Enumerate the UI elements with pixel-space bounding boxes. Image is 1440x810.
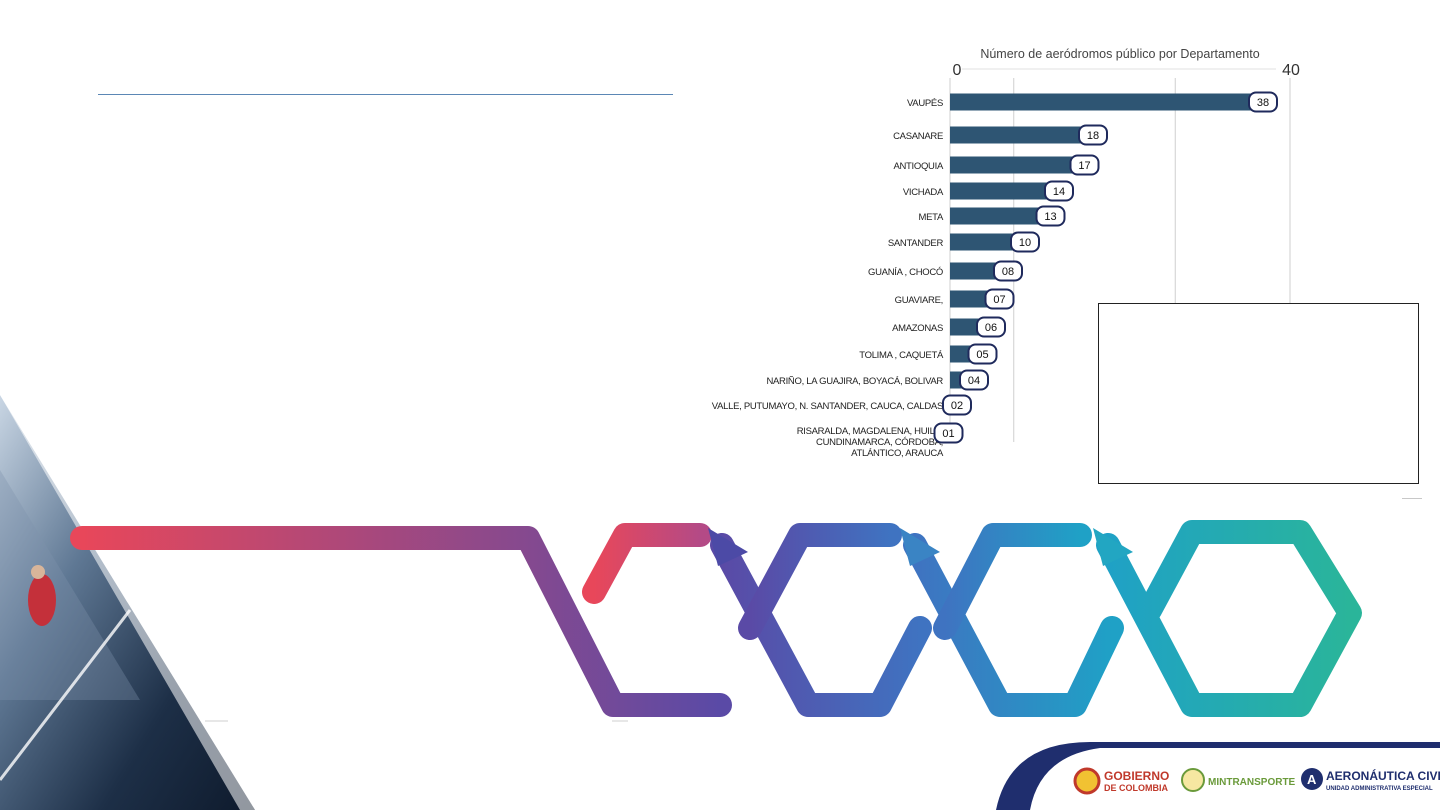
footer-white-panel (1030, 748, 1440, 810)
arrow-head-2 (900, 528, 940, 566)
colombia-shield-icon (1073, 767, 1101, 795)
data-label-box (976, 316, 1006, 338)
data-label: 02 (951, 400, 963, 412)
bar (950, 156, 1095, 174)
category-label: VICHADA (903, 187, 944, 198)
aeronautica-line2: UNIDAD ADMINISTRATIVA ESPECIAL (1326, 786, 1433, 792)
data-label: 04 (968, 375, 980, 387)
bar (950, 207, 1061, 225)
category-label: GUAVIARE, (895, 295, 943, 306)
gobierno-logo: GOBIERNO DE COLOMBIA (1073, 767, 1169, 795)
data-label-box (1035, 205, 1066, 227)
data-label: 14 (1053, 186, 1065, 198)
aeronautica-a-glyph: A (1307, 772, 1317, 787)
data-label: 13 (1044, 211, 1056, 223)
category-label: META (919, 212, 944, 223)
data-label-box (967, 343, 998, 365)
data-label-box (1010, 231, 1040, 253)
category-label: NARIÑO, LA GUAJIRA, BOYACÁ, BOLIVAR (766, 376, 943, 387)
data-label-box (1248, 91, 1278, 113)
data-label-box (959, 369, 989, 391)
data-label-box (984, 288, 1015, 310)
data-label: 38 (1257, 97, 1269, 109)
chart-title: Número de aeródromos público por Departa… (980, 47, 1259, 61)
bar (950, 93, 1273, 111)
category-label: ATLÁNTICO, ARAUCA (851, 448, 944, 459)
data-label: 17 (1078, 160, 1090, 172)
data-label-box (993, 260, 1023, 282)
data-label: 06 (985, 322, 997, 334)
category-label: VALLE, PUTUMAYO, N. SANTANDER, CAUCA, CA… (712, 401, 943, 412)
data-label-box (933, 422, 964, 444)
aeronautica-line1: AERONÁUTICA CIVIL (1326, 768, 1440, 783)
x-tick-label: 40 (1282, 62, 1300, 79)
category-label: TOLIMA , CAQUETÁ (859, 350, 944, 361)
data-label-box (942, 394, 972, 416)
data-label: 05 (976, 349, 988, 361)
small-divider (1402, 498, 1422, 499)
data-label: 07 (993, 294, 1005, 306)
data-label-box (1078, 124, 1108, 146)
category-label: CUNDINAMARCA, CÓRDOBA, (816, 437, 943, 448)
category-label: GUANÍA , CHOCÓ (868, 267, 943, 278)
category-label: SANTANDER (888, 238, 944, 249)
category-label: VAUPÉS (907, 98, 943, 109)
hexagon-ribbon (70, 520, 1362, 717)
cabin-photo-image (0, 395, 255, 810)
data-label: 01 (942, 428, 954, 440)
data-label-box (1069, 154, 1100, 176)
data-label: 10 (1019, 237, 1031, 249)
data-label: 18 (1087, 130, 1099, 142)
colombia-emblem-icon (1181, 768, 1205, 792)
arrow-head-1 (708, 528, 748, 566)
bar (950, 182, 1069, 200)
title-underline (98, 94, 673, 95)
mintransporte-text: MINTRANSPORTE (1208, 777, 1296, 788)
legend-box (1098, 303, 1419, 484)
category-label: AMAZONAS (892, 323, 943, 334)
bar (950, 126, 1103, 144)
category-label: CASANARE (893, 131, 943, 142)
data-label: 08 (1002, 266, 1014, 278)
category-label: ANTIOQUIA (893, 161, 944, 172)
gobierno-line1: GOBIERNO (1104, 769, 1169, 783)
arrow-head-3 (1093, 528, 1133, 566)
mintransporte-logo: MINTRANSPORTE (1181, 768, 1296, 792)
aeronautica-a-icon (1301, 768, 1323, 790)
x-tick-label: 0 (953, 62, 962, 79)
data-label-box (1044, 180, 1074, 202)
gobierno-line2: DE COLOMBIA (1104, 783, 1168, 793)
category-label: RISARALDA, MAGDALENA, HUILA, (797, 426, 943, 437)
aeronautica-logo: A AERONÁUTICA CIVIL UNIDAD ADMINISTRATIV… (1301, 768, 1440, 792)
